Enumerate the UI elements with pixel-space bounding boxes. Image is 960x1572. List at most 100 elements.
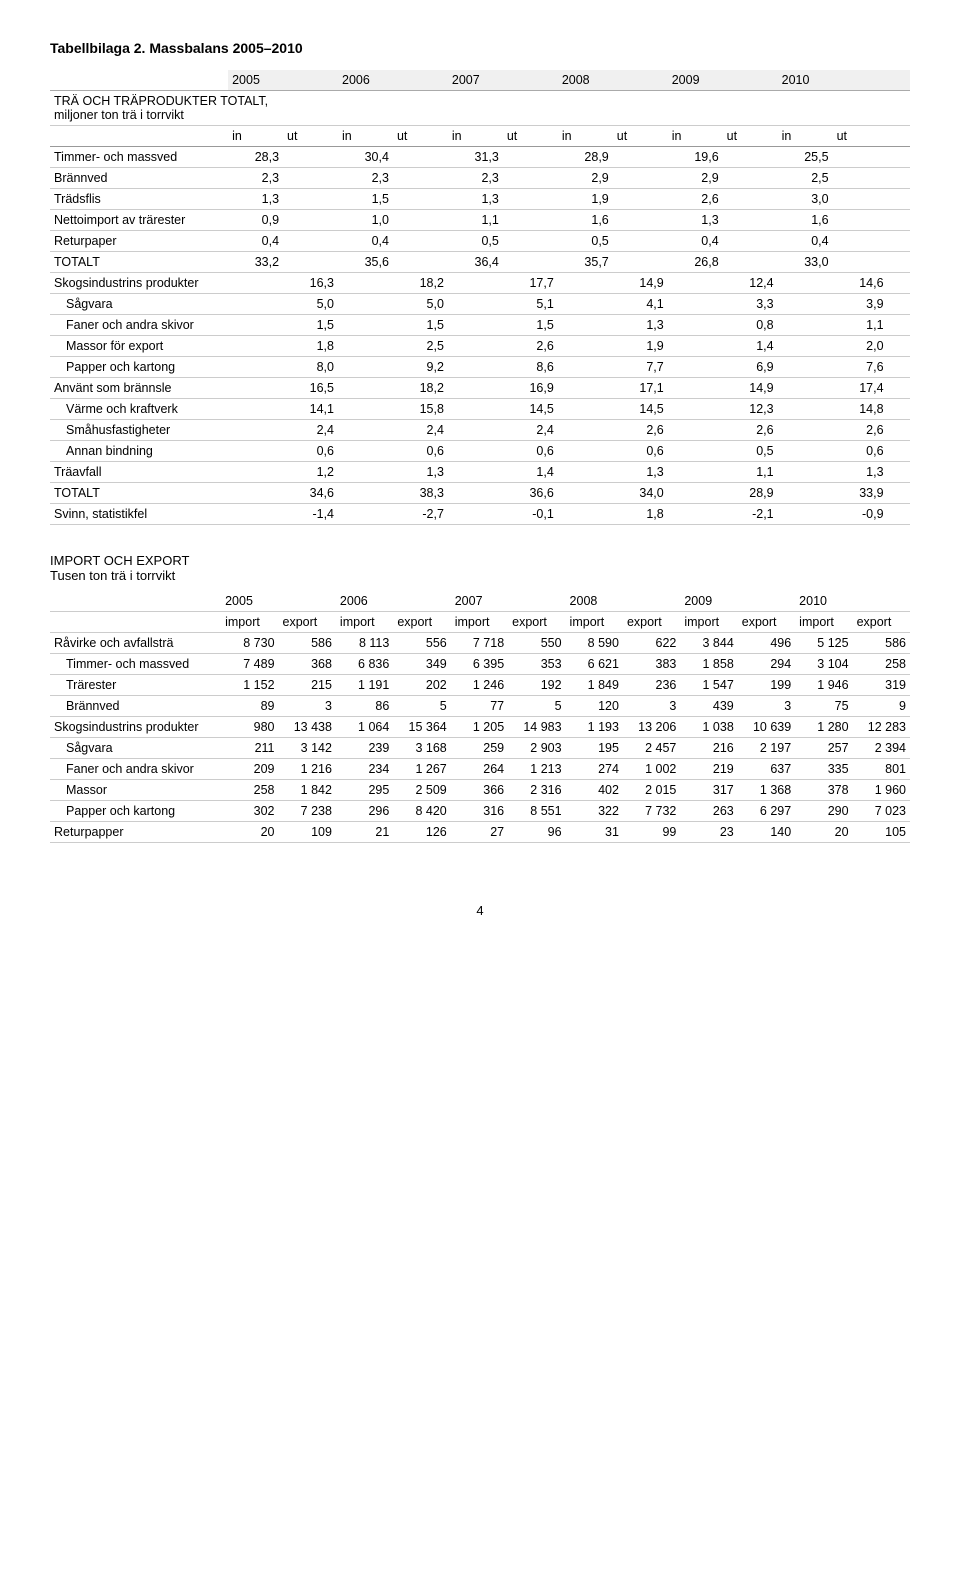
data-cell: 1,4 xyxy=(723,336,778,357)
data-cell: 1 858 xyxy=(680,654,737,675)
table-row: Papper och kartong3027 2382968 4203168 5… xyxy=(50,801,910,822)
data-cell: 2,3 xyxy=(228,168,283,189)
data-cell: 192 xyxy=(508,675,565,696)
data-cell xyxy=(448,441,503,462)
data-cell: 35,6 xyxy=(338,252,393,273)
data-cell xyxy=(338,336,393,357)
data-cell xyxy=(558,462,613,483)
table-row: Trädsflis1,31,51,31,92,63,0 xyxy=(50,189,910,210)
data-cell: 195 xyxy=(566,738,623,759)
data-cell: 38,3 xyxy=(393,483,448,504)
data-cell: 263 xyxy=(680,801,737,822)
data-cell: 1,5 xyxy=(503,315,558,336)
data-cell: 1,8 xyxy=(613,504,668,525)
data-cell: 1,9 xyxy=(613,336,668,357)
data-cell xyxy=(668,336,723,357)
data-cell xyxy=(448,420,503,441)
data-cell: 2,3 xyxy=(338,168,393,189)
inout-cell: in xyxy=(228,126,283,147)
data-cell: 199 xyxy=(738,675,795,696)
data-cell: 75 xyxy=(795,696,852,717)
year-cell: 2010 xyxy=(795,591,910,612)
data-cell: 1,3 xyxy=(613,462,668,483)
data-cell: 20 xyxy=(795,822,852,843)
data-cell xyxy=(338,378,393,399)
data-cell: 7,6 xyxy=(833,357,888,378)
data-cell: 0,6 xyxy=(613,441,668,462)
data-cell xyxy=(613,147,668,168)
data-cell: 17,7 xyxy=(503,273,558,294)
row-label: Småhusfastigheter xyxy=(50,420,228,441)
table-row: Papper och kartong8,09,28,67,76,97,6 xyxy=(50,357,910,378)
data-cell xyxy=(778,441,833,462)
data-cell: 2,6 xyxy=(668,189,723,210)
data-cell: 8,6 xyxy=(503,357,558,378)
row-label: Sågvara xyxy=(50,294,228,315)
data-cell xyxy=(283,189,338,210)
data-cell: 0,6 xyxy=(503,441,558,462)
data-cell xyxy=(228,294,283,315)
data-cell xyxy=(558,399,613,420)
row-label: Skogsindustrins produkter xyxy=(50,717,221,738)
row-label: Trärester xyxy=(50,675,221,696)
inout-cell: in xyxy=(338,126,393,147)
data-cell: 34,6 xyxy=(283,483,338,504)
table-row: TOTALT33,235,636,435,726,833,0 xyxy=(50,252,910,273)
data-cell: 209 xyxy=(221,759,278,780)
data-cell: 28,9 xyxy=(723,483,778,504)
data-cell xyxy=(778,273,833,294)
row-label: Faner och andra skivor xyxy=(50,759,221,780)
page-number: 4 xyxy=(50,903,910,918)
data-cell: 2 903 xyxy=(508,738,565,759)
row-label: Värme och kraftverk xyxy=(50,399,228,420)
data-cell: 109 xyxy=(279,822,336,843)
data-cell xyxy=(228,420,283,441)
data-cell xyxy=(228,315,283,336)
data-cell: 258 xyxy=(853,654,910,675)
row-label: Returpapper xyxy=(50,822,221,843)
data-cell: 7 718 xyxy=(451,633,508,654)
table-row: Skogsindustrins produkter98013 4381 0641… xyxy=(50,717,910,738)
data-cell: 140 xyxy=(738,822,795,843)
data-cell: 637 xyxy=(738,759,795,780)
data-cell: 1 280 xyxy=(795,717,852,738)
data-cell xyxy=(613,252,668,273)
data-cell xyxy=(778,483,833,504)
data-cell: -1,4 xyxy=(283,504,338,525)
data-cell xyxy=(228,504,283,525)
data-cell: 1 191 xyxy=(336,675,393,696)
data-cell: 7 732 xyxy=(623,801,680,822)
data-cell xyxy=(833,147,888,168)
data-cell xyxy=(283,147,338,168)
data-cell: 17,1 xyxy=(613,378,668,399)
data-cell xyxy=(668,294,723,315)
data-cell xyxy=(613,168,668,189)
data-cell: 34,0 xyxy=(613,483,668,504)
data-cell: 8 113 xyxy=(336,633,393,654)
ie-cell: import xyxy=(336,612,393,633)
data-cell: 366 xyxy=(451,780,508,801)
data-cell xyxy=(228,357,283,378)
data-cell: 18,2 xyxy=(393,273,448,294)
data-cell xyxy=(778,336,833,357)
data-cell: 2 509 xyxy=(393,780,450,801)
row-label: Massor xyxy=(50,780,221,801)
data-cell xyxy=(393,168,448,189)
table-row: Timmer- och massved7 4893686 8363496 395… xyxy=(50,654,910,675)
year-cell: 2009 xyxy=(680,591,795,612)
year-header-row: 2005 2006 2007 2008 2009 2010 xyxy=(50,70,910,91)
data-cell: 3 xyxy=(623,696,680,717)
table-row: Massor för export1,82,52,61,91,42,0 xyxy=(50,336,910,357)
data-cell: 1,3 xyxy=(833,462,888,483)
data-cell xyxy=(448,483,503,504)
data-cell xyxy=(448,336,503,357)
inout-cell: in xyxy=(668,126,723,147)
data-cell: 14,9 xyxy=(723,378,778,399)
data-cell: 13 206 xyxy=(623,717,680,738)
data-cell: 0,5 xyxy=(723,441,778,462)
data-cell xyxy=(833,168,888,189)
data-cell: 2,6 xyxy=(833,420,888,441)
data-cell: 0,4 xyxy=(668,231,723,252)
data-cell: 7 023 xyxy=(853,801,910,822)
data-cell: 1 205 xyxy=(451,717,508,738)
